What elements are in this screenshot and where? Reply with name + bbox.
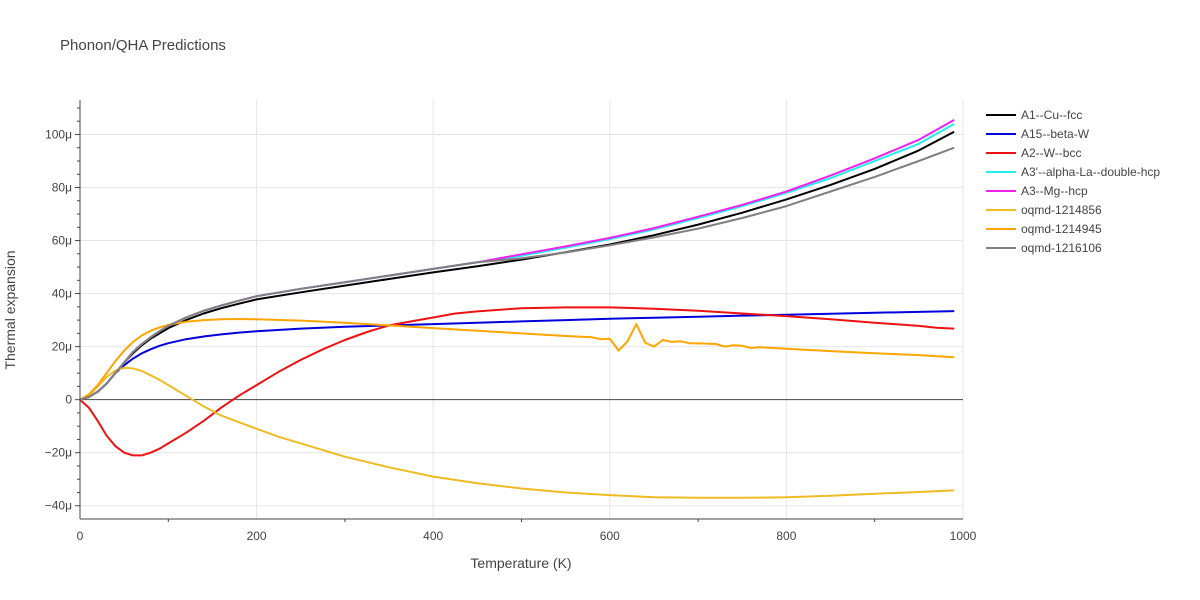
y-tick-label: 0 bbox=[65, 393, 72, 407]
x-axis-title: Temperature (K) bbox=[470, 555, 571, 571]
y-axis-title: Thermal expansion bbox=[2, 250, 18, 369]
legend-item-oqmd-1216106[interactable]: oqmd-1216106 bbox=[986, 241, 1102, 255]
legend-item-a15-beta-w[interactable]: A15--beta-W bbox=[986, 127, 1090, 141]
legend-label: A3'--alpha-La--double-hcp bbox=[1021, 165, 1160, 179]
chart-title: Phonon/QHA Predictions bbox=[60, 37, 226, 54]
y-tick-label: −40μ bbox=[45, 499, 72, 513]
legend-label: oqmd-1216106 bbox=[1021, 241, 1102, 255]
legend-label: A2--W--bcc bbox=[1021, 146, 1081, 160]
y-tick-label: 100μ bbox=[45, 127, 72, 141]
legend-item-a3-alpha-la-double-hcp[interactable]: A3'--alpha-La--double-hcp bbox=[986, 165, 1160, 179]
x-tick-label: 0 bbox=[77, 529, 84, 543]
legend-item-oqmd-1214945[interactable]: oqmd-1214945 bbox=[986, 222, 1102, 236]
x-tick-label: 600 bbox=[600, 529, 620, 543]
y-axis: −40μ −20μ 0 20μ 40μ 60μ 80μ 100μ bbox=[45, 100, 81, 519]
y-tick-label: 40μ bbox=[52, 287, 72, 301]
x-tick-label: 200 bbox=[247, 529, 267, 543]
y-tick-label: 60μ bbox=[52, 234, 72, 248]
x-tick-label: 1000 bbox=[950, 529, 977, 543]
y-tick-label: −20μ bbox=[45, 446, 72, 460]
legend[interactable]: A1--Cu--fcc A15--beta-W A2--W--bcc A3'--alp… bbox=[986, 108, 1160, 255]
series-line-a15-beta-w bbox=[79, 310, 955, 401]
legend-label: oqmd-1214856 bbox=[1021, 203, 1102, 217]
series-line-a3-alpha-la-double-hcp bbox=[79, 123, 955, 401]
series-line-oqmd-1214856 bbox=[79, 366, 955, 499]
series-line-a2-w-bcc bbox=[79, 306, 955, 457]
legend-item-a3-mg-hcp[interactable]: A3--Mg--hcp bbox=[986, 184, 1088, 198]
x-axis: 0 200 400 600 800 1000 bbox=[77, 518, 977, 543]
legend-label: oqmd-1214945 bbox=[1021, 222, 1102, 236]
x-tick-label: 800 bbox=[776, 529, 796, 543]
series-line-oqmd-1216106 bbox=[79, 146, 955, 401]
series-line-oqmd-1214945 bbox=[79, 318, 955, 401]
x-tick-label: 400 bbox=[423, 529, 443, 543]
legend-label: A3--Mg--hcp bbox=[1021, 184, 1088, 198]
y-tick-label: 80μ bbox=[52, 181, 72, 195]
legend-item-a1-cu-fcc[interactable]: A1--Cu--fcc bbox=[986, 108, 1082, 122]
y-tick-label: 20μ bbox=[52, 340, 72, 354]
grid bbox=[80, 100, 964, 519]
legend-label: A1--Cu--fcc bbox=[1021, 108, 1082, 122]
series-line-a1-cu-fcc bbox=[79, 130, 955, 401]
legend-item-oqmd-1214856[interactable]: oqmd-1214856 bbox=[986, 203, 1102, 217]
plot-area bbox=[79, 119, 955, 499]
legend-item-a2-w-bcc[interactable]: A2--W--bcc bbox=[986, 146, 1081, 160]
legend-label: A15--beta-W bbox=[1021, 127, 1090, 141]
